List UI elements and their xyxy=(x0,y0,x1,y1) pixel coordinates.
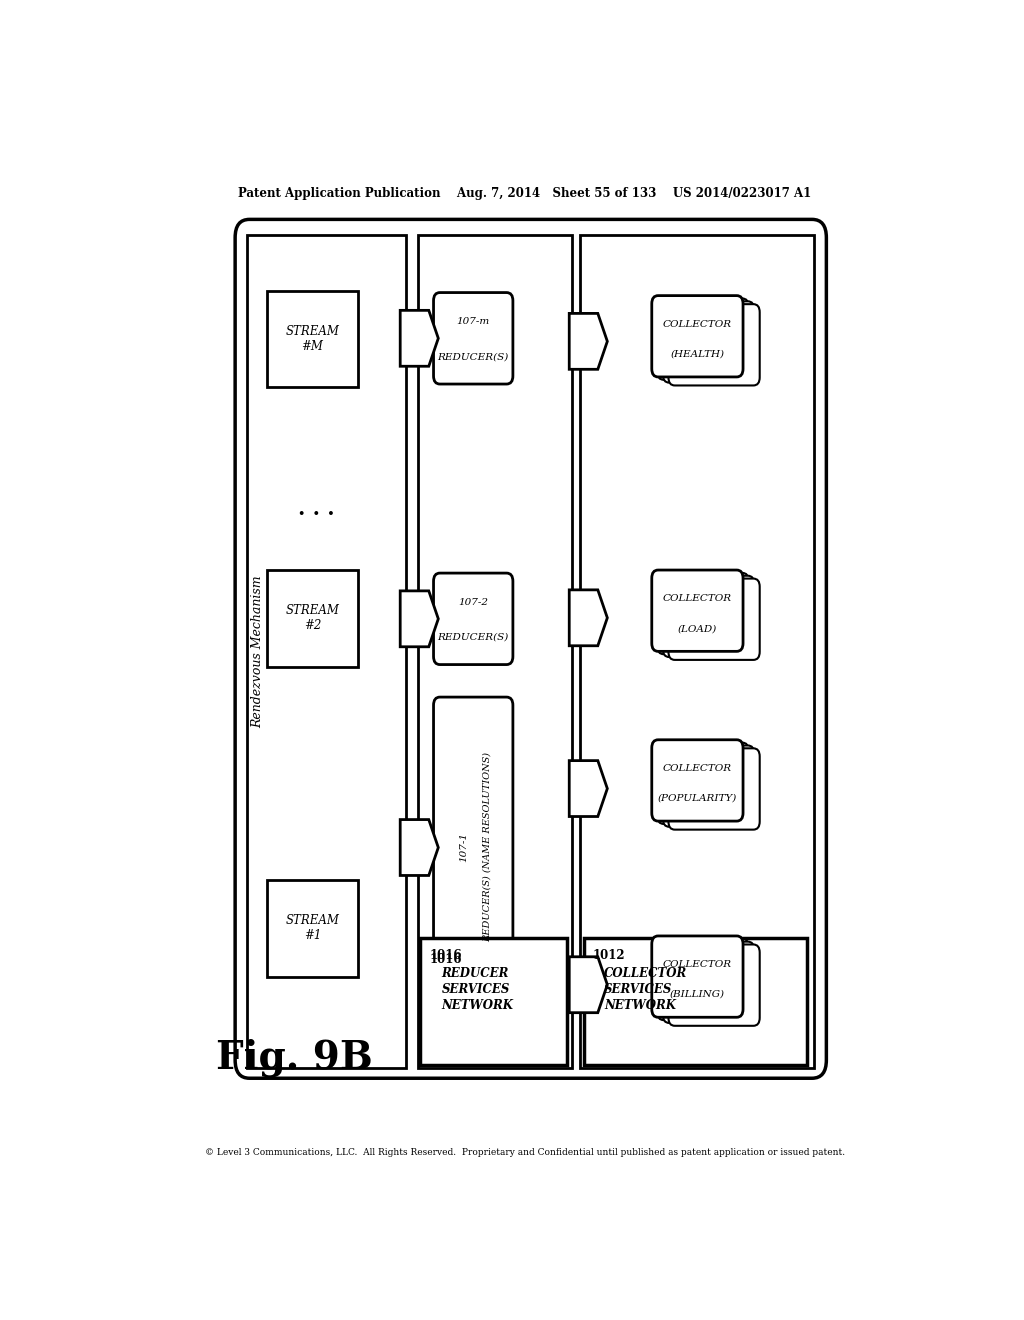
Text: REDUCER(S) (NAME RESOLUTIONS): REDUCER(S) (NAME RESOLUTIONS) xyxy=(483,752,492,942)
FancyBboxPatch shape xyxy=(652,296,743,378)
Polygon shape xyxy=(400,820,438,875)
Text: REDUCER
SERVICES
NETWORK: REDUCER SERVICES NETWORK xyxy=(441,968,513,1012)
FancyBboxPatch shape xyxy=(433,293,513,384)
FancyBboxPatch shape xyxy=(657,939,749,1020)
Polygon shape xyxy=(569,957,607,1012)
Text: Rendezvous Mechanism: Rendezvous Mechanism xyxy=(251,576,264,727)
FancyBboxPatch shape xyxy=(236,219,826,1078)
Text: 107-2: 107-2 xyxy=(458,598,488,607)
FancyBboxPatch shape xyxy=(663,746,754,826)
FancyBboxPatch shape xyxy=(663,301,754,383)
Text: Patent Application Publication    Aug. 7, 2014   Sheet 55 of 133    US 2014/0223: Patent Application Publication Aug. 7, 2… xyxy=(239,187,811,201)
Polygon shape xyxy=(569,760,607,817)
FancyBboxPatch shape xyxy=(433,573,513,664)
Text: Fig. 9B: Fig. 9B xyxy=(216,1039,373,1077)
Text: COLLECTOR: COLLECTOR xyxy=(663,764,732,772)
FancyBboxPatch shape xyxy=(663,576,754,657)
FancyBboxPatch shape xyxy=(585,939,807,1065)
Text: (HEALTH): (HEALTH) xyxy=(671,350,724,359)
FancyBboxPatch shape xyxy=(420,939,567,1065)
Text: 107-1: 107-1 xyxy=(459,832,468,862)
Text: COLLECTOR: COLLECTOR xyxy=(663,319,732,329)
FancyBboxPatch shape xyxy=(669,945,760,1026)
FancyBboxPatch shape xyxy=(267,570,358,667)
FancyBboxPatch shape xyxy=(657,573,749,655)
Text: COLLECTOR: COLLECTOR xyxy=(663,960,732,969)
FancyBboxPatch shape xyxy=(657,743,749,824)
Text: STREAM
#2: STREAM #2 xyxy=(286,605,339,632)
FancyBboxPatch shape xyxy=(669,578,760,660)
Text: 1016: 1016 xyxy=(430,953,462,966)
Polygon shape xyxy=(569,313,607,370)
FancyBboxPatch shape xyxy=(669,748,760,830)
FancyBboxPatch shape xyxy=(663,941,754,1023)
Polygon shape xyxy=(400,591,438,647)
Text: 107-m: 107-m xyxy=(457,317,489,326)
Text: STREAM
#1: STREAM #1 xyxy=(286,915,339,942)
FancyBboxPatch shape xyxy=(657,298,749,380)
FancyBboxPatch shape xyxy=(652,936,743,1018)
Polygon shape xyxy=(400,310,438,366)
Text: REDUCER(S): REDUCER(S) xyxy=(437,352,509,362)
Text: COLLECTOR: COLLECTOR xyxy=(663,594,732,603)
FancyBboxPatch shape xyxy=(669,304,760,385)
FancyBboxPatch shape xyxy=(652,570,743,651)
Polygon shape xyxy=(569,590,607,645)
Text: (LOAD): (LOAD) xyxy=(678,624,717,634)
FancyBboxPatch shape xyxy=(433,697,513,997)
Text: © Level 3 Communications, LLC.  All Rights Reserved.  Proprietary and Confidenti: © Level 3 Communications, LLC. All Right… xyxy=(205,1148,845,1156)
FancyBboxPatch shape xyxy=(652,739,743,821)
Text: (POPULARITY): (POPULARITY) xyxy=(657,793,737,803)
Text: COLLECTOR
SERVICES
NETWORK: COLLECTOR SERVICES NETWORK xyxy=(604,968,687,1012)
FancyBboxPatch shape xyxy=(581,235,814,1068)
Text: STREAM
#M: STREAM #M xyxy=(286,325,339,352)
Text: (BILLING): (BILLING) xyxy=(670,990,725,999)
Text: REDUCER(S): REDUCER(S) xyxy=(437,632,509,642)
FancyBboxPatch shape xyxy=(418,235,572,1068)
Text: 1012: 1012 xyxy=(593,949,626,962)
Text: 1016: 1016 xyxy=(430,949,462,962)
FancyBboxPatch shape xyxy=(267,880,358,977)
FancyBboxPatch shape xyxy=(247,235,406,1068)
Text: . . .: . . . xyxy=(298,499,335,519)
FancyBboxPatch shape xyxy=(267,290,358,387)
